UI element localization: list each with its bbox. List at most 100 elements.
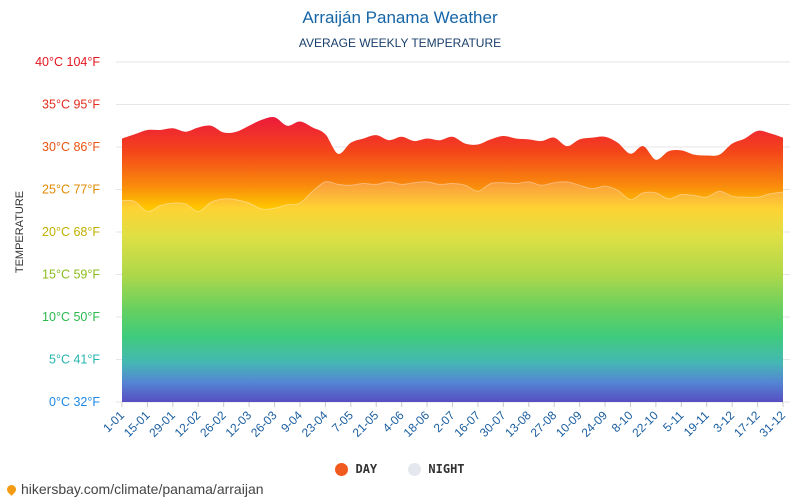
legend-night-label: NIGHT bbox=[428, 462, 465, 476]
legend: DAY NIGHT bbox=[0, 462, 800, 479]
y-tick-label: 5°C 41°F bbox=[49, 353, 100, 367]
day-point bbox=[565, 145, 568, 148]
night-point bbox=[298, 202, 301, 205]
night-point bbox=[565, 180, 568, 183]
temperature-area bbox=[121, 116, 785, 403]
night-point bbox=[413, 181, 416, 184]
x-tick-label: 23-04 bbox=[299, 408, 331, 440]
x-tick-label: 17-12 bbox=[731, 408, 763, 440]
y-tick-label: 40°C 104°F bbox=[35, 55, 100, 69]
x-tick-label: 22-10 bbox=[629, 408, 661, 440]
day-point bbox=[222, 131, 225, 134]
night-series-area bbox=[122, 181, 783, 402]
x-tick-label: 12-03 bbox=[223, 408, 255, 440]
night-point bbox=[489, 182, 492, 185]
y-tick-label: 10°C 50°F bbox=[42, 310, 100, 324]
day-point bbox=[337, 152, 340, 155]
x-tick-label: 31-12 bbox=[757, 408, 789, 440]
night-point bbox=[375, 183, 378, 186]
x-tick-label: 13-08 bbox=[502, 408, 534, 440]
night-legend-dot-icon bbox=[408, 462, 422, 476]
night-point bbox=[540, 184, 543, 187]
night-point bbox=[782, 191, 785, 194]
night-point bbox=[705, 196, 708, 199]
day-point bbox=[413, 140, 416, 143]
day-point bbox=[756, 129, 759, 132]
night-point bbox=[387, 180, 390, 183]
y-axis-label: TEMPERATURE bbox=[14, 190, 26, 274]
night-point bbox=[197, 210, 200, 213]
night-point bbox=[248, 202, 251, 205]
day-point bbox=[260, 118, 263, 121]
day-legend-dot-icon bbox=[335, 462, 349, 476]
y-tick-label: 25°C 77°F bbox=[42, 183, 100, 197]
chart-title: Arraiján Panama Weather bbox=[302, 8, 498, 27]
y-tick-label: 15°C 59°F bbox=[42, 268, 100, 282]
day-point bbox=[298, 120, 301, 123]
day-point bbox=[489, 138, 492, 141]
night-point bbox=[133, 200, 136, 203]
day-point bbox=[362, 137, 365, 140]
y-tick-label: 30°C 86°F bbox=[42, 140, 100, 154]
day-point bbox=[387, 139, 390, 142]
night-point bbox=[159, 204, 162, 207]
x-tick-label: 15-01 bbox=[121, 408, 153, 440]
day-series-area bbox=[122, 116, 783, 403]
night-point bbox=[769, 192, 772, 195]
day-point bbox=[642, 145, 645, 148]
day-point bbox=[171, 127, 174, 130]
x-tick-label: 27-08 bbox=[528, 408, 560, 440]
x-tick-label: 24-09 bbox=[579, 408, 611, 440]
day-point bbox=[464, 142, 467, 145]
day-point bbox=[578, 138, 581, 141]
y-axis-ticks: 0°C 32°F 5°C 41°F 10°C 50°F 15°C 59°F 20°C 6… bbox=[35, 55, 100, 409]
source-url: hikersbay.com/climate/panama/arraijan bbox=[21, 481, 264, 497]
night-point bbox=[476, 190, 479, 193]
legend-item-night[interactable]: NIGHT bbox=[408, 462, 465, 476]
night-point bbox=[464, 184, 467, 187]
night-point bbox=[654, 191, 657, 194]
night-point bbox=[616, 189, 619, 192]
night-point bbox=[642, 191, 645, 194]
night-point bbox=[171, 202, 174, 205]
night-point bbox=[324, 180, 327, 183]
legend-item-day[interactable]: DAY bbox=[335, 462, 377, 476]
night-point bbox=[400, 183, 403, 186]
night-point bbox=[718, 190, 721, 193]
day-point bbox=[184, 130, 187, 133]
day-point bbox=[324, 133, 327, 136]
night-point bbox=[743, 196, 746, 199]
night-point bbox=[286, 203, 289, 206]
day-point bbox=[743, 137, 746, 140]
day-point bbox=[286, 124, 289, 127]
day-point bbox=[248, 124, 251, 127]
day-point bbox=[540, 140, 543, 143]
day-point bbox=[718, 153, 721, 156]
night-point bbox=[553, 181, 556, 184]
night-point bbox=[209, 201, 212, 204]
x-tick-label: 16-07 bbox=[451, 408, 483, 440]
day-point bbox=[591, 136, 594, 139]
night-point bbox=[362, 182, 365, 185]
night-point bbox=[591, 187, 594, 190]
day-point bbox=[731, 142, 734, 145]
y-tick-label: 35°C 95°F bbox=[42, 98, 100, 112]
y-tick-label: 20°C 68°F bbox=[42, 225, 100, 239]
source-link[interactable]: hikersbay.com/climate/panama/arraijan bbox=[5, 481, 264, 497]
day-point bbox=[197, 126, 200, 129]
night-point bbox=[146, 210, 149, 213]
day-point bbox=[438, 139, 441, 142]
map-pin-icon bbox=[5, 482, 18, 496]
day-point bbox=[527, 138, 530, 141]
day-point bbox=[311, 126, 314, 129]
legend-day-label: DAY bbox=[355, 462, 378, 476]
day-point bbox=[769, 132, 772, 135]
day-point bbox=[146, 129, 149, 132]
day-point bbox=[426, 137, 429, 140]
day-point bbox=[133, 133, 136, 136]
day-point bbox=[273, 116, 276, 119]
day-point bbox=[235, 130, 238, 133]
day-point bbox=[553, 136, 556, 139]
x-tick-label: 26-02 bbox=[197, 408, 229, 440]
